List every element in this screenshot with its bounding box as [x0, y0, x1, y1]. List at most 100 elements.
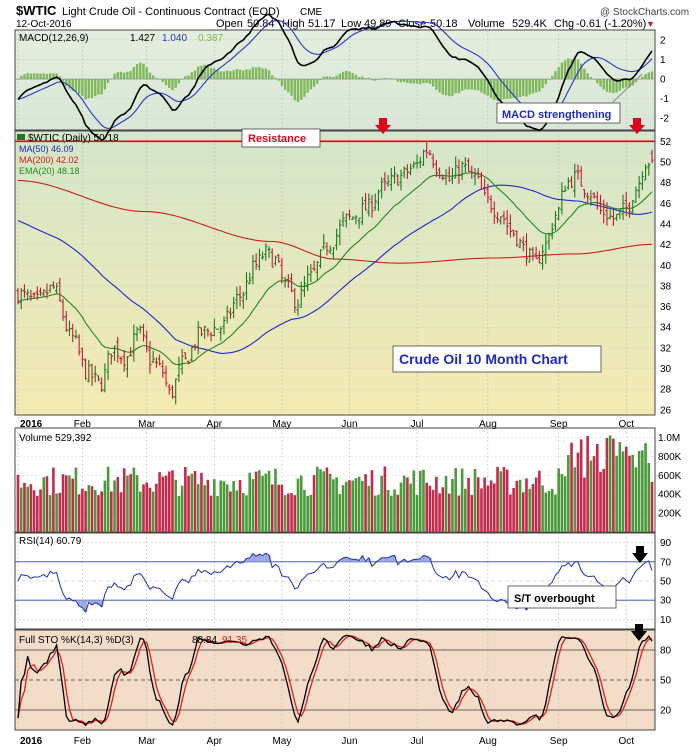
macd-histogram-bar	[648, 72, 650, 79]
volume-bar	[75, 468, 78, 532]
sto-k-value: 88.84	[192, 635, 217, 646]
price-y-tick: 38	[660, 281, 672, 292]
x-axis-label-bottom: 2016	[20, 736, 43, 747]
volume-bar	[203, 485, 206, 532]
volume-bar	[332, 479, 335, 532]
macd-histogram-bar	[612, 79, 614, 93]
macd-histogram-bar	[23, 74, 25, 79]
rsi-label: RSI(14) 60.79	[19, 536, 82, 547]
rsi-y-tick: 30	[660, 596, 672, 607]
volume-bar	[490, 480, 493, 532]
volume-bar	[641, 450, 644, 532]
volume-bar	[184, 467, 187, 532]
macd-histogram-bar	[284, 79, 286, 90]
volume-bar	[287, 494, 290, 532]
x-axis-label-bottom: Aug	[479, 736, 497, 747]
volume-bar	[17, 475, 20, 532]
sto-y-tick: 20	[660, 706, 672, 717]
macd-histogram-bar	[480, 79, 482, 93]
volume-bar	[622, 451, 625, 532]
macd-histogram-bar	[577, 59, 579, 79]
price-y-tick: 52	[660, 137, 672, 148]
rsi-annotation: S/T overbought	[514, 593, 595, 605]
volume-bar	[593, 456, 596, 532]
macd-histogram-bar	[97, 79, 99, 95]
macd-histogram-bar	[432, 79, 434, 86]
volume-bar	[532, 484, 535, 532]
open-label: Open	[216, 18, 243, 30]
volume-bar	[23, 483, 26, 532]
rsi-overbought-fill	[387, 558, 390, 562]
macd-histogram-bar	[239, 70, 241, 79]
macd-histogram-bar	[300, 79, 302, 100]
rsi-y-tick: 10	[660, 615, 672, 626]
price-y-tick: 34	[660, 323, 672, 334]
price-legend-swatch	[17, 134, 25, 140]
macd-y-tick: 2	[660, 35, 666, 46]
volume-bar	[435, 477, 438, 532]
volume-bar	[274, 469, 277, 532]
volume-bar	[255, 472, 258, 532]
volume-bar	[429, 486, 432, 532]
macd-histogram-bar	[400, 79, 402, 82]
macd-histogram-bar	[174, 79, 176, 88]
volume-bar	[213, 479, 216, 532]
macd-histogram-bar	[33, 73, 35, 79]
macd-histogram-bar	[129, 71, 131, 79]
volume-bar	[358, 477, 361, 532]
rsi-y-tick: 50	[660, 577, 672, 588]
volume-label: Volume 529,392	[19, 433, 92, 444]
volume-label: Volume	[468, 18, 505, 30]
macd-histogram-bar	[483, 79, 485, 94]
macd-histogram-bar	[561, 63, 563, 79]
macd-histogram-bar	[171, 79, 173, 90]
volume-bar	[71, 479, 74, 532]
volume-bar	[168, 471, 171, 532]
volume-bar	[345, 482, 348, 532]
macd-histogram-bar	[146, 67, 148, 79]
macd-histogram-bar	[84, 79, 86, 100]
volume-bar	[635, 467, 638, 532]
macd-histogram-bar	[538, 79, 540, 91]
macd-histogram-bar	[448, 79, 450, 96]
macd-histogram-bar	[271, 75, 273, 79]
high-value: 51.17	[308, 18, 336, 30]
macd-histogram-bar	[529, 79, 531, 94]
macd-histogram-bar	[62, 79, 64, 81]
macd-histogram-bar	[525, 79, 527, 97]
x-axis-label: Mar	[138, 419, 156, 430]
macd-histogram-bar	[471, 79, 473, 90]
macd-histogram-bar	[509, 79, 511, 99]
macd-histogram-bar	[107, 79, 109, 83]
macd-histogram-bar	[184, 76, 186, 79]
volume-bar	[422, 470, 425, 532]
volume-bar	[599, 472, 602, 532]
macd-histogram-bar	[474, 79, 476, 90]
low-label: Low	[341, 18, 361, 30]
macd-histogram-bar	[625, 79, 627, 87]
sto-d-value: 91.35	[222, 635, 247, 646]
volume-bar	[409, 484, 412, 532]
volume-bar	[483, 478, 486, 532]
macd-histogram-bar	[306, 79, 308, 93]
price-y-tick: 28	[660, 385, 672, 396]
macd-histogram-bar	[458, 79, 460, 93]
macd-histogram-bar	[422, 79, 424, 83]
volume-bar	[248, 473, 251, 532]
volume-bar	[390, 496, 393, 532]
volume-bar	[416, 495, 419, 532]
macd-y-tick: -2	[660, 114, 669, 125]
macd-histogram-bar	[136, 64, 138, 79]
chart-date: 12-Oct-2016	[16, 19, 72, 30]
macd-value: 1.427	[130, 33, 155, 44]
volume-bar	[525, 478, 528, 532]
volume-bar	[319, 469, 322, 532]
volume-bar	[316, 467, 319, 532]
chg-down-icon: ▼	[646, 19, 655, 29]
rsi-overbought-fill	[261, 556, 264, 562]
volume-bar	[570, 443, 573, 532]
volume-bar	[155, 484, 158, 532]
macd-histogram-bar	[339, 74, 341, 79]
volume-bar	[651, 482, 654, 532]
